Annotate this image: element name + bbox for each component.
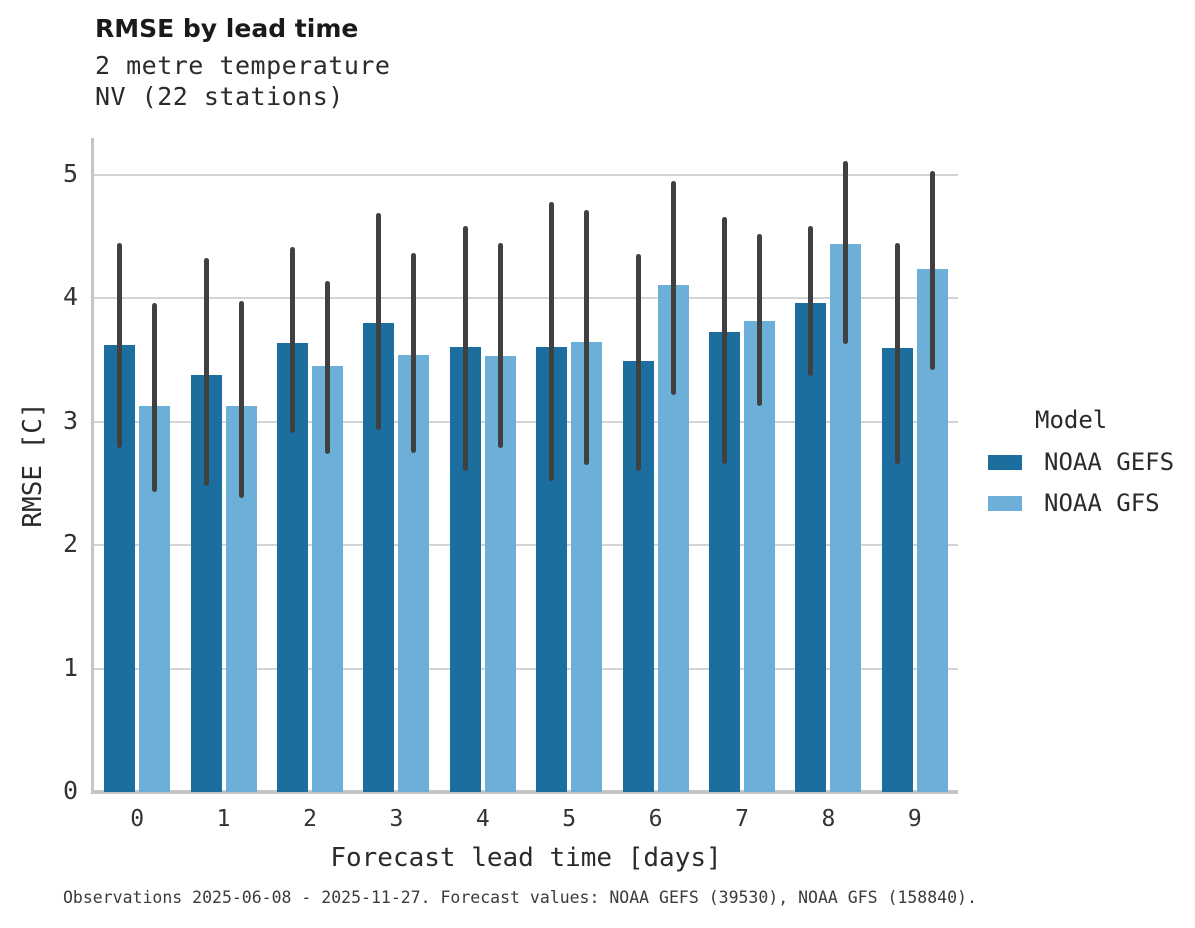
error-bar-noaa-gfs-lead-9	[929, 171, 935, 370]
x-tick-label-3: 3	[389, 806, 404, 832]
x-tick-label-1: 1	[216, 806, 231, 832]
x-tick-label-0: 0	[130, 806, 145, 832]
legend-entry-noaa-gfs: NOAA GFS	[988, 489, 1174, 517]
y-tick-label-3: 3	[62, 405, 78, 435]
footer-caption: Observations 2025-06-08 - 2025-11-27. Fo…	[63, 888, 977, 907]
error-bar-noaa-gfs-lead-0	[152, 303, 158, 493]
chart-subtitle-region: NV (22 stations)	[95, 82, 344, 111]
plot-area	[94, 138, 958, 792]
error-bar-noaa-gefs-lead-7	[722, 216, 727, 464]
y-tick-label-1: 1	[62, 652, 78, 682]
x-axis-label: Forecast lead time [days]	[330, 843, 722, 873]
error-bar-noaa-gefs-lead-6	[635, 253, 641, 472]
error-bar-noaa-gfs-lead-3	[411, 252, 417, 453]
error-bar-noaa-gfs-lead-2	[325, 281, 330, 454]
error-bar-noaa-gfs-lead-1	[238, 300, 244, 499]
y-tick-label-2: 2	[62, 529, 78, 559]
gridline-1	[94, 667, 958, 670]
legend-swatch-noaa-gefs	[988, 454, 1022, 470]
error-bar-noaa-gefs-lead-5	[549, 202, 555, 482]
error-bar-noaa-gefs-lead-4	[462, 225, 468, 472]
x-tick-label-4: 4	[475, 806, 490, 832]
x-tick-label-5: 5	[562, 806, 577, 832]
legend-swatch-noaa-gfs	[988, 495, 1022, 511]
legend-entry-noaa-gefs: NOAA GEFS	[988, 448, 1174, 476]
chart-title: RMSE by lead time	[95, 14, 359, 43]
error-bar-noaa-gefs-lead-8	[808, 225, 814, 377]
error-bar-noaa-gfs-lead-4	[497, 242, 503, 448]
y-axis-line	[91, 138, 94, 794]
gridline-2	[94, 544, 958, 547]
gridline-4	[94, 297, 958, 300]
y-tick-label-4: 4	[62, 282, 78, 312]
x-tick-label-6: 6	[648, 806, 663, 832]
legend: Model NOAA GEFS NOAA GFS	[988, 406, 1174, 530]
error-bar-noaa-gfs-lead-7	[757, 234, 762, 406]
chart-subtitle-variable: 2 metre temperature	[95, 51, 391, 80]
x-axis-line	[91, 790, 958, 794]
error-bar-noaa-gfs-lead-6	[670, 181, 676, 395]
error-bar-noaa-gefs-lead-1	[203, 257, 209, 486]
gridline-5	[94, 174, 958, 177]
bar-noaa-gefs-lead-8	[795, 303, 827, 792]
legend-label-noaa-gefs: NOAA GEFS	[1044, 448, 1175, 476]
y-tick-label-5: 5	[62, 159, 78, 189]
x-tick-label-7: 7	[735, 806, 749, 832]
legend-title: Model	[1035, 406, 1108, 434]
error-bar-noaa-gefs-lead-2	[290, 246, 295, 433]
y-tick-label-0: 0	[62, 776, 78, 805]
error-bar-noaa-gefs-lead-9	[894, 242, 900, 464]
x-tick-label-2: 2	[303, 806, 317, 832]
x-tick-label-8: 8	[821, 806, 836, 832]
x-tick-label-9: 9	[907, 806, 922, 832]
error-bar-noaa-gefs-lead-3	[376, 213, 382, 431]
legend-label-noaa-gfs: NOAA GFS	[1044, 489, 1160, 517]
error-bar-noaa-gefs-lead-0	[117, 242, 123, 448]
gridline-3	[94, 420, 958, 423]
error-bar-noaa-gfs-lead-5	[584, 209, 590, 465]
error-bar-noaa-gfs-lead-8	[843, 161, 849, 345]
